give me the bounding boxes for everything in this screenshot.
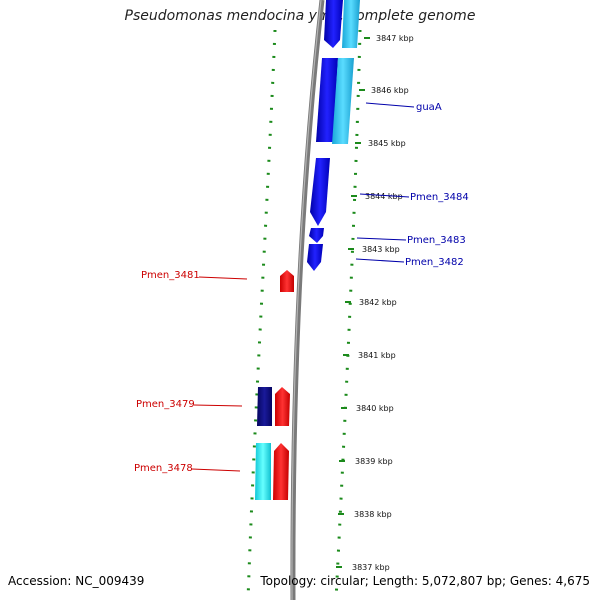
gene-pmen-3479-red (275, 387, 290, 426)
left-guide-track (246, 29, 277, 600)
guaA-leader (365, 102, 415, 108)
gene-pmen-3478-light (255, 443, 271, 500)
backbone-highlight (291, 0, 322, 600)
forward-gene-labels: guaA Pmen_3484 Pmen_3483 Pmen_3482 (355, 102, 469, 268)
pmen-3484-leader (359, 193, 410, 198)
gene-pmen-3483 (309, 228, 324, 243)
scale-label: 3842 kbp (359, 298, 397, 307)
footer-accession: Accession: NC_009439 (8, 574, 145, 588)
scale-labels: 3847 kbp 3846 kbp 3845 kbp 3844 kbp 3843… (352, 34, 414, 572)
scale-label: 3840 kbp (356, 404, 394, 413)
pmen-3479-leader (193, 404, 243, 407)
scale-label: 3839 kbp (355, 457, 393, 466)
gene-label-guaA[interactable]: guaA (416, 102, 442, 113)
pmen-3483-leader (356, 237, 407, 241)
gene-label-pmen-3484[interactable]: Pmen_3484 (410, 192, 469, 203)
gene-pmen-3484 (310, 158, 330, 226)
pmen-3481-leader (198, 276, 248, 280)
gene-pmen-3478-red (273, 443, 289, 500)
gene-label-pmen-3479[interactable]: Pmen_3479 (136, 399, 195, 410)
gene-pmen-3479-dark (257, 387, 272, 426)
gene-guaA-dark (316, 58, 338, 142)
gene-arrow-top-dark (324, 0, 343, 48)
reverse-gene-labels: Pmen_3481 Pmen_3479 Pmen_3478 (134, 270, 248, 474)
scale-label: 3845 kbp (368, 139, 406, 148)
pmen-3482-leader (355, 258, 405, 263)
gene-label-pmen-3481[interactable]: Pmen_3481 (141, 270, 200, 281)
scale-label: 3846 kbp (371, 86, 409, 95)
pmen-3478-leader (191, 468, 241, 472)
scale-label: 3843 kbp (362, 245, 400, 254)
gene-label-pmen-3482[interactable]: Pmen_3482 (405, 257, 464, 268)
scale-label: 3837 kbp (352, 563, 390, 572)
genome-backbone (290, 0, 325, 600)
gene-label-pmen-3483[interactable]: Pmen_3483 (407, 235, 466, 246)
scale-label: 3841 kbp (358, 351, 396, 360)
scale-label: 3844 kbp (365, 192, 403, 201)
gene-label-pmen-3478[interactable]: Pmen_3478 (134, 463, 193, 474)
scale-label: 3838 kbp (354, 510, 392, 519)
page-title: Pseudomonas mendocina ymp, complete geno… (124, 8, 476, 24)
gene-guaA-light (332, 58, 354, 144)
gene-pmen-3482 (307, 244, 323, 271)
gene-arrow-top-light (342, 0, 360, 48)
scale-label: 3847 kbp (376, 34, 414, 43)
scale-ticks (336, 37, 370, 568)
footer-summary: Topology: circular; Length: 5,072,807 bp… (260, 574, 590, 588)
gene-pmen-3481 (280, 270, 294, 292)
